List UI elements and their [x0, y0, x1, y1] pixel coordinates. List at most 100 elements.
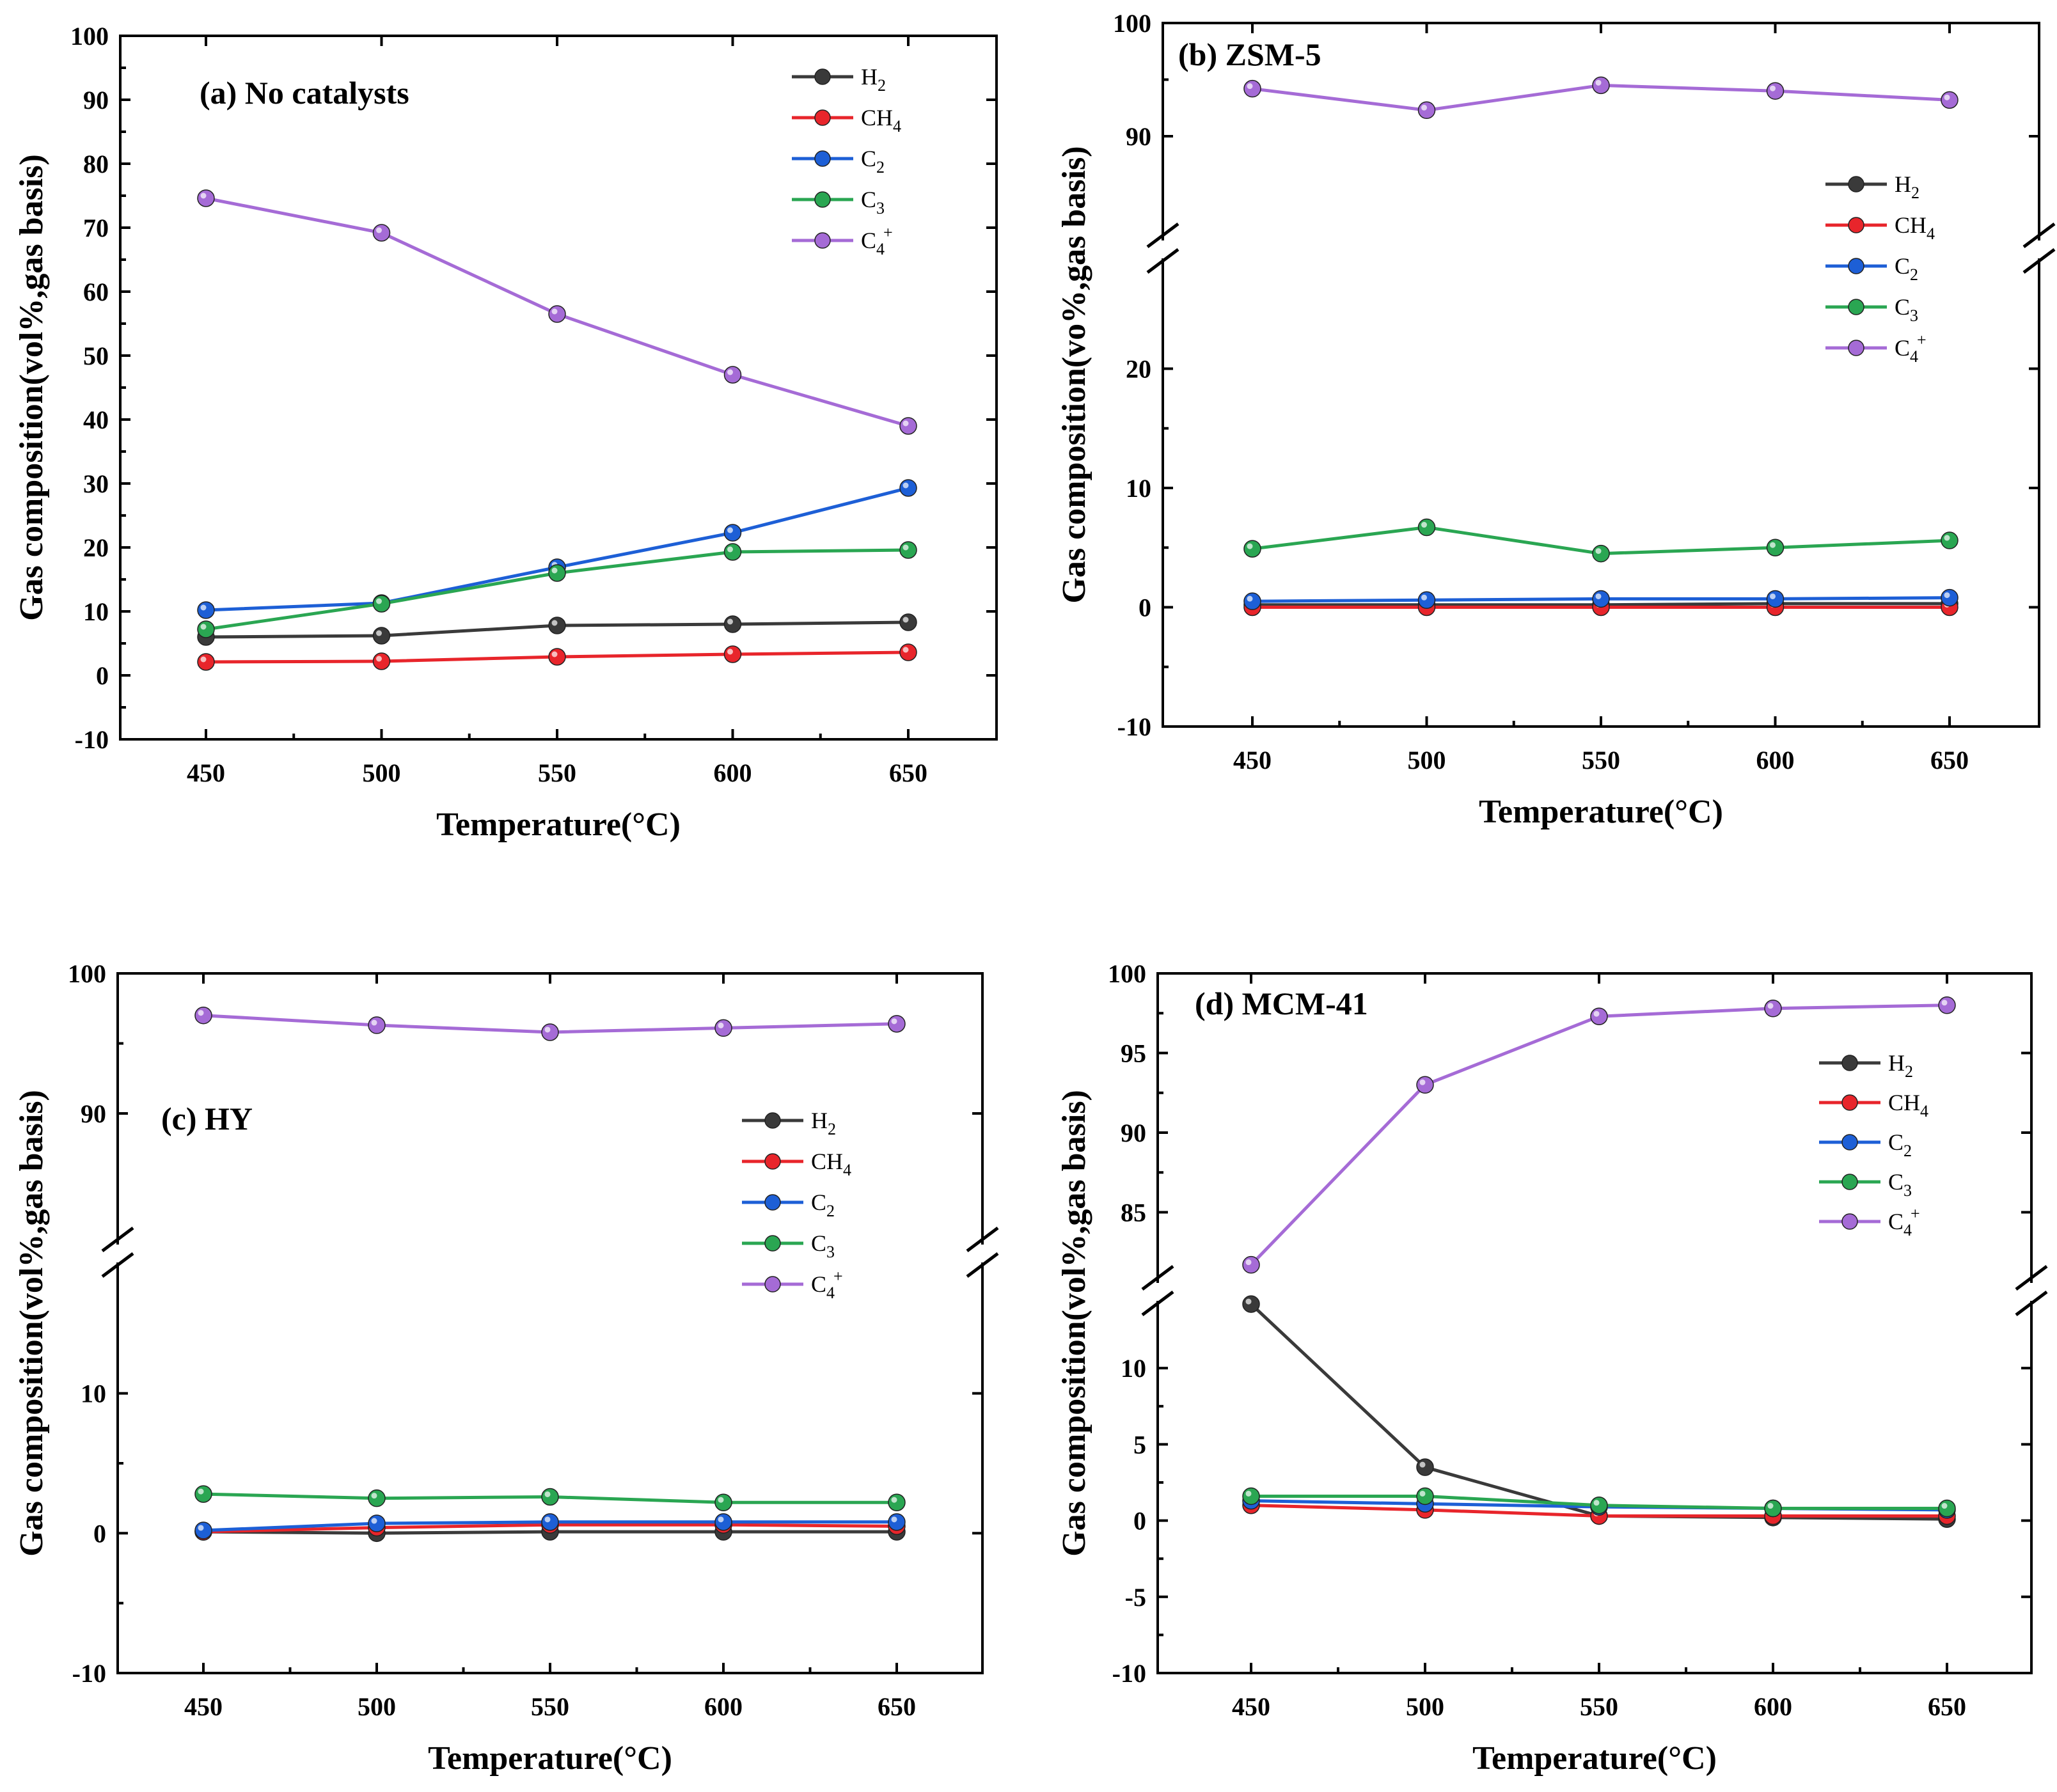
legend-label-H2: H2 [861, 64, 886, 95]
data-point-CH4 [548, 648, 566, 666]
y-tick-label: -10 [1112, 1659, 1146, 1688]
panel-a-no-catalysts: (a) No catalysts Temperature(°C) Gas com… [13, 22, 998, 843]
legend-label-CH4: CH4 [1888, 1090, 1928, 1120]
x-tick-label: 450 [1232, 1692, 1270, 1721]
panel-b-plot-frame [1162, 22, 2040, 728]
legend-label-C4+: C4+ [1888, 1204, 1920, 1239]
y-tick-label: 100 [68, 959, 106, 988]
data-point-highlight [891, 1497, 897, 1503]
data-point-highlight [718, 1022, 724, 1028]
data-point-CH4 [372, 652, 391, 670]
legend-marker-C3 [1841, 1174, 1858, 1190]
y-tick-label: 5 [1133, 1430, 1146, 1459]
data-point-C4+ [1416, 1076, 1434, 1094]
data-point-highlight [200, 604, 207, 611]
legend-label-C3: C3 [1895, 294, 1918, 325]
data-point-CH4 [197, 653, 215, 671]
data-point-highlight [1595, 548, 1602, 554]
data-point-C4+ [197, 189, 215, 207]
x-tick-label: 500 [1408, 746, 1446, 774]
y-tick-label: 0 [93, 1519, 106, 1548]
panel-c-y-axis-label: Gas composition(vol%,gas basis) [13, 1090, 50, 1557]
data-point-highlight [727, 618, 733, 625]
data-point-highlight [727, 369, 733, 375]
legend-label-CH4: CH4 [811, 1149, 851, 1179]
panel-a-title: (a) No catalysts [200, 75, 409, 111]
data-point-highlight [1595, 79, 1602, 86]
data-point-C2 [1243, 592, 1261, 610]
y-tick-label: 70 [83, 214, 109, 242]
data-point-highlight [891, 1516, 897, 1523]
data-point-highlight [1421, 522, 1427, 528]
data-point-highlight [1421, 594, 1427, 601]
axis-break-mark [101, 1252, 134, 1278]
panel-b-y-axis-label: Gas composition(vo%,gas basis) [1056, 146, 1092, 603]
y-tick-label: 80 [83, 150, 109, 178]
data-point-highlight [718, 1516, 724, 1523]
legend-marker-CH4 [1841, 1094, 1858, 1111]
data-point-highlight [1593, 1010, 1600, 1017]
legend-label-C3: C3 [811, 1230, 835, 1261]
data-point-highlight [1944, 592, 1950, 599]
y-tick-label: 10 [1126, 474, 1151, 503]
y-tick-label: 30 [83, 469, 109, 498]
x-tick-label: 500 [358, 1692, 396, 1721]
data-point-C2 [541, 1513, 559, 1531]
data-point-C3 [1938, 1499, 1956, 1518]
x-tick-label: 600 [714, 758, 752, 787]
data-point-C4+ [714, 1019, 732, 1037]
y-tick-label: 95 [1121, 1039, 1146, 1068]
y-tick-label: 90 [1121, 1119, 1146, 1147]
data-point-H2 [899, 613, 917, 631]
data-point-H2 [548, 617, 566, 634]
data-point-C2 [368, 1514, 386, 1532]
data-point-C3 [1766, 538, 1785, 556]
legend-marker-C4+ [764, 1276, 781, 1293]
data-point-CH4 [723, 645, 742, 663]
x-tick-label: 450 [184, 1692, 223, 1721]
y-tick-label: -10 [72, 1659, 106, 1688]
y-tick-label: 85 [1121, 1199, 1146, 1227]
data-point-highlight [376, 656, 382, 662]
y-tick-label: 0 [96, 661, 109, 690]
panel-d-plot-frame [1156, 972, 2033, 1674]
data-point-highlight [200, 656, 207, 663]
legend-marker-CH4 [764, 1153, 781, 1170]
panel-c-title: (c) HY [161, 1101, 253, 1136]
x-tick-label: 600 [704, 1692, 743, 1721]
legend-marker-C3 [764, 1235, 781, 1252]
y-tick-label: 60 [83, 278, 109, 306]
data-point-highlight [371, 1493, 377, 1499]
data-point-C3 [1417, 518, 1436, 537]
axis-break-mark [1141, 1291, 1174, 1316]
data-point-highlight [1247, 83, 1253, 90]
data-point-C3 [714, 1493, 732, 1511]
y-tick-label: 100 [70, 22, 109, 51]
data-point-C2 [888, 1513, 906, 1531]
legend-label-C2: C2 [811, 1190, 835, 1220]
data-point-highlight [1421, 104, 1427, 111]
y-tick-label: 10 [81, 1379, 106, 1408]
data-point-highlight [1419, 1490, 1426, 1497]
data-point-C4+ [1590, 1007, 1608, 1025]
panel-b-title: (b) ZSM-5 [1178, 36, 1321, 72]
data-point-highlight [902, 544, 909, 551]
data-point-highlight [371, 1518, 377, 1524]
data-point-H2 [723, 615, 742, 633]
data-point-highlight [551, 567, 558, 574]
y-tick-label: 0 [1133, 1507, 1146, 1536]
legend-marker-H2 [814, 68, 831, 85]
panel-c-hy: (c) HY Temperature(°C) Gas composition(v… [13, 959, 999, 1777]
data-point-highlight [544, 1516, 551, 1523]
data-point-highlight [1419, 1461, 1426, 1468]
data-point-highlight [727, 546, 733, 553]
y-tick-label: 100 [1113, 9, 1151, 38]
axis-break-mark [2015, 1291, 2048, 1316]
y-tick-label: 10 [83, 597, 109, 626]
x-tick-label: 450 [1233, 746, 1272, 774]
panel-d-mcm41: (d) MCM-41 Temperature(°C) Gas compositi… [1056, 959, 2048, 1777]
data-point-highlight [1593, 1500, 1600, 1506]
axis-break-mark [966, 1227, 999, 1252]
data-point-C3 [1592, 544, 1610, 563]
y-tick-label: 90 [81, 1099, 106, 1128]
